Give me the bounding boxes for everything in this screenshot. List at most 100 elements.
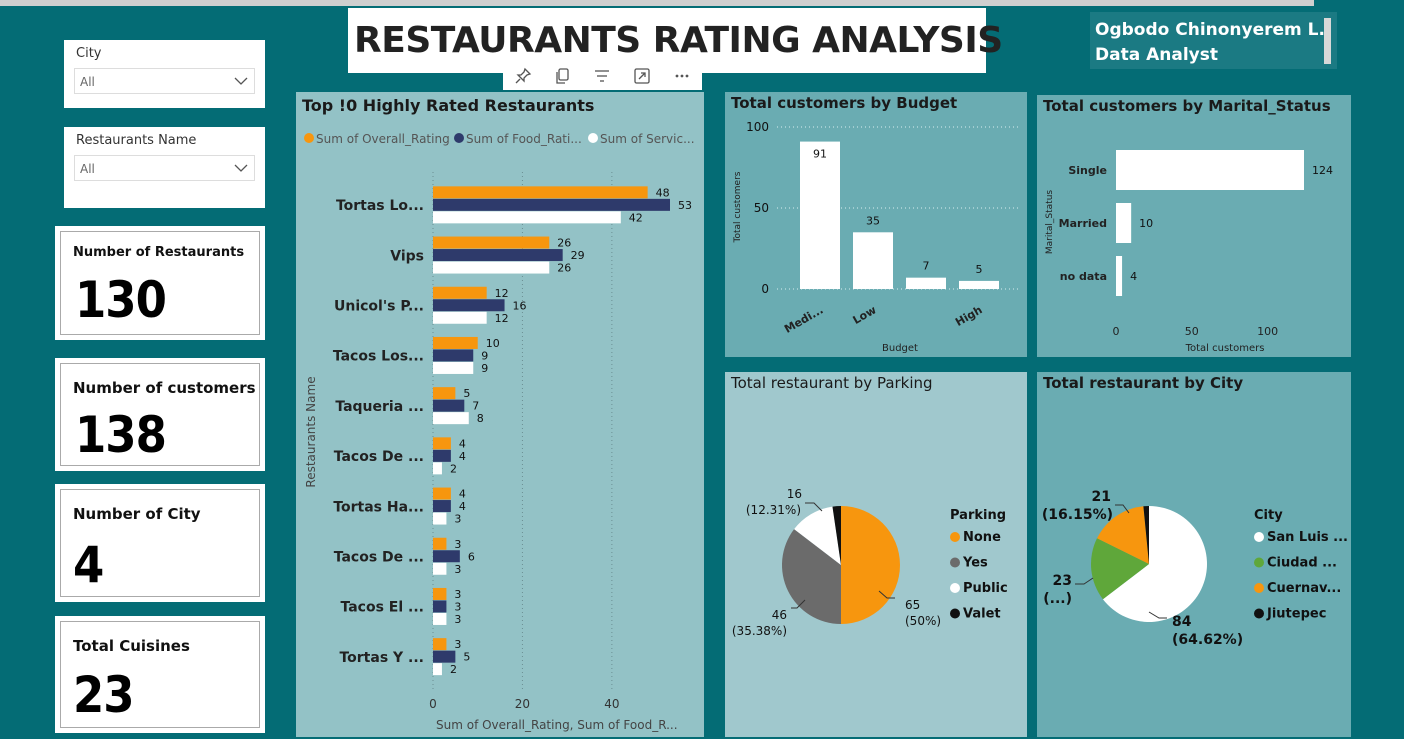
data-label: 124 <box>1312 164 1333 177</box>
legend-label: Yes <box>962 556 988 571</box>
x-tick-label: 50 <box>1185 325 1199 338</box>
restaurant-dropdown[interactable]: All <box>74 155 255 181</box>
data-label-pct: (16.15%) <box>1042 507 1113 523</box>
pie-slice <box>782 529 841 624</box>
x-tick-label: 100 <box>1257 325 1278 338</box>
bar <box>433 600 447 613</box>
city-slicer-label: City <box>76 46 102 61</box>
x-tick-label: 0 <box>1113 325 1120 338</box>
chevron-down-icon <box>234 164 248 172</box>
data-label: 12 <box>495 312 509 325</box>
bar <box>1116 150 1304 190</box>
legend-marker <box>304 133 314 143</box>
leader-line <box>1115 504 1130 514</box>
bar <box>433 336 478 349</box>
data-label: 4 <box>1130 270 1137 283</box>
data-label: 5 <box>463 651 470 664</box>
marital-panel[interactable]: Total customers by Marital_Status 0 50 100… <box>1037 95 1351 357</box>
author-role: Data Analyst <box>1095 45 1218 65</box>
x-tick-label: 0 <box>429 697 437 711</box>
data-label: 2 <box>450 462 457 475</box>
data-label: 4 <box>459 437 466 450</box>
legend-marker <box>950 532 960 542</box>
data-label: 4 <box>459 450 466 463</box>
pie-slice <box>1097 506 1149 564</box>
pie-slice <box>832 506 841 565</box>
bar <box>800 141 840 289</box>
cities-card-value: 4 <box>73 536 104 594</box>
data-label-pct: (64.62%) <box>1172 632 1243 648</box>
marital-chart: 0 50 100 Total customers Marital_Status 124 Si… <box>1045 150 1333 354</box>
data-label: 8 <box>477 412 484 425</box>
data-label: 84 <box>1172 614 1192 630</box>
bar <box>433 650 456 663</box>
data-label: 3 <box>454 563 461 576</box>
author-name: Ogbodo Chinonyerem L. <box>1095 20 1325 40</box>
leader-line <box>878 590 895 599</box>
author-scrollbar[interactable] <box>1324 18 1331 64</box>
bar <box>433 500 451 513</box>
data-label: 35 <box>866 214 880 227</box>
parking-panel[interactable]: Total restaurant by Parking 65 (50%) 46 (35… <box>725 372 1027 737</box>
budget-title: Total customers by Budget <box>731 94 958 112</box>
data-label: 7 <box>923 260 930 273</box>
data-label: 4 <box>459 488 466 501</box>
dashboard-title: RESTAURANTS RATING ANALYSIS <box>354 20 1003 61</box>
customers-card[interactable]: Number of customers 138 <box>55 358 265 471</box>
category-label: Tacos El ... <box>340 600 424 616</box>
legend-marker <box>950 583 960 593</box>
bar <box>433 512 447 525</box>
restaurant-name-slicer[interactable]: Restaurants Name All <box>64 127 265 208</box>
city-slicer[interactable]: City All <box>64 40 265 108</box>
pie-slice <box>794 506 841 565</box>
bar <box>433 437 451 450</box>
focus-mode-icon[interactable] <box>631 65 653 87</box>
more-options-icon[interactable] <box>671 65 693 87</box>
bar <box>433 550 460 563</box>
cuisines-card[interactable]: Total Cuisines 23 <box>55 616 265 733</box>
city-dropdown[interactable]: All <box>74 68 255 94</box>
category-label: Vips <box>390 248 424 264</box>
data-label-pct: (50%) <box>905 614 941 628</box>
copy-icon[interactable] <box>552 65 574 87</box>
city-dropdown-value: All <box>80 75 95 89</box>
leader-line <box>805 502 823 512</box>
data-label: 4 <box>459 500 466 513</box>
category-label: Medi... <box>782 303 825 336</box>
data-label: 9 <box>481 362 488 375</box>
data-label-pct: (35.38%) <box>732 624 787 638</box>
bar <box>433 587 447 600</box>
customers-card-title: Number of customers <box>73 379 256 397</box>
restaurants-card-title: Number of Restaurants <box>73 245 245 260</box>
visual-toolbar <box>503 62 702 90</box>
budget-panel[interactable]: Total customers by Budget 0 50 100 Total cu… <box>725 92 1027 357</box>
data-label: 12 <box>495 287 509 300</box>
data-label: 3 <box>454 513 461 526</box>
y-axis-title: Restaurants Name <box>304 376 318 487</box>
legend-marker <box>1254 583 1264 593</box>
data-label: 53 <box>678 199 692 212</box>
bar <box>433 412 469 425</box>
legend-label: Valet <box>963 607 1001 622</box>
filter-icon[interactable] <box>591 65 613 87</box>
legend-label: Public <box>963 581 1008 596</box>
data-label-pct: (12.31%) <box>746 503 801 517</box>
pie-slice <box>1143 506 1149 564</box>
category-label: Taqueria ... <box>335 399 424 415</box>
top-rated-panel[interactable]: Top !0 Highly Rated Restaurants Sum of O… <box>296 92 704 737</box>
bar <box>433 387 456 400</box>
parking-title: Total restaurant by Parking <box>731 374 933 392</box>
cities-card[interactable]: Number of City 4 <box>55 484 265 602</box>
pin-icon[interactable] <box>512 65 534 87</box>
restaurants-card[interactable]: Number of Restaurants 130 <box>55 226 265 340</box>
bar <box>853 232 893 289</box>
leader-line <box>1148 611 1167 619</box>
legend-label: Jiutepec <box>1266 607 1326 622</box>
legend-marker <box>950 608 960 619</box>
category-label: Single <box>1068 164 1107 177</box>
bar <box>433 286 487 299</box>
data-label: 91 <box>813 148 827 161</box>
legend-title: Parking <box>950 508 1006 523</box>
city-panel[interactable]: Total restaurant by City 84 (64.62%) 23 (..… <box>1037 372 1351 737</box>
bar <box>433 487 451 500</box>
